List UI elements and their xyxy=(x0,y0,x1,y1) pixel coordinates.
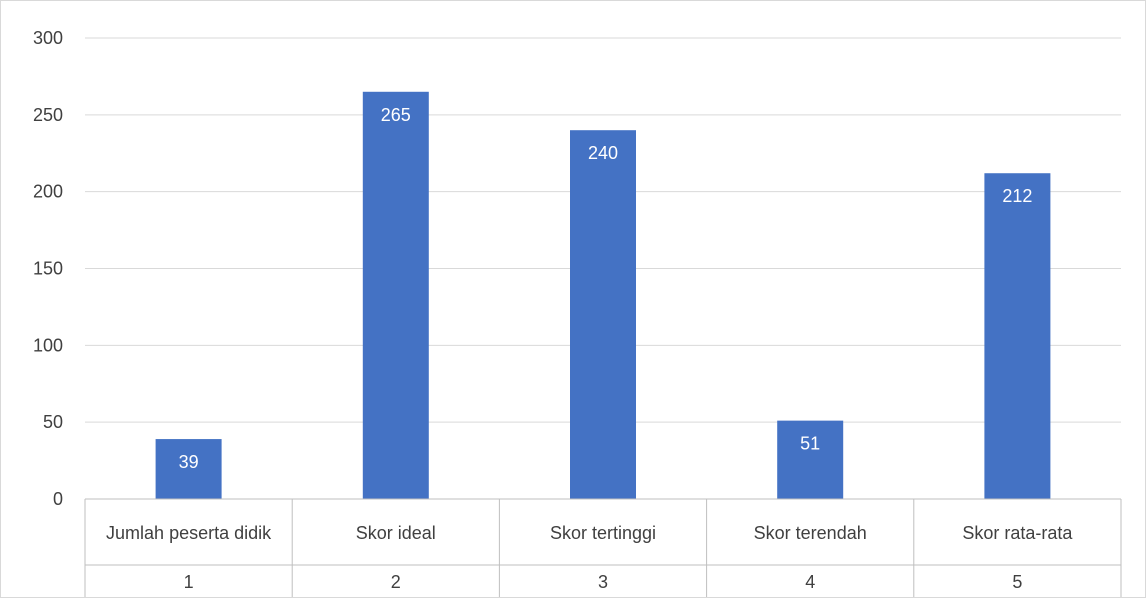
x-category-number: 4 xyxy=(805,572,815,592)
y-tick-label: 300 xyxy=(33,28,63,48)
x-category-label: Skor ideal xyxy=(356,523,436,543)
x-category-number: 5 xyxy=(1012,572,1022,592)
y-tick-label: 50 xyxy=(43,412,63,432)
x-category-label: Skor rata-rata xyxy=(962,523,1073,543)
data-label: 265 xyxy=(381,105,411,125)
data-label: 212 xyxy=(1002,186,1032,206)
x-category-label: Skor terendah xyxy=(754,523,867,543)
x-category-number: 2 xyxy=(391,572,401,592)
y-tick-label: 250 xyxy=(33,105,63,125)
data-label: 39 xyxy=(179,452,199,472)
y-tick-label: 150 xyxy=(33,259,63,279)
y-axis-ticks: 0 50 100 150 200 250 300 xyxy=(33,28,63,509)
y-tick-label: 0 xyxy=(53,489,63,509)
x-category-number: 3 xyxy=(598,572,608,592)
data-label: 240 xyxy=(588,143,618,163)
bar xyxy=(362,91,429,500)
bar xyxy=(570,130,636,499)
data-labels: 39 265 240 51 212 xyxy=(179,105,1033,472)
x-axis: Jumlah peserta didik 1 Skor ideal 2 Skor ter… xyxy=(84,498,1122,597)
y-tick-label: 100 xyxy=(33,335,63,355)
x-category-label: Skor tertinggi xyxy=(550,523,656,543)
bar xyxy=(984,173,1051,499)
bar xyxy=(777,420,844,499)
y-tick-label: 200 xyxy=(33,182,63,202)
bars xyxy=(155,91,1051,500)
x-category-label: Jumlah peserta didik xyxy=(106,523,272,543)
data-label: 51 xyxy=(800,434,820,454)
bar xyxy=(155,439,222,499)
x-category-number: 1 xyxy=(184,572,194,592)
